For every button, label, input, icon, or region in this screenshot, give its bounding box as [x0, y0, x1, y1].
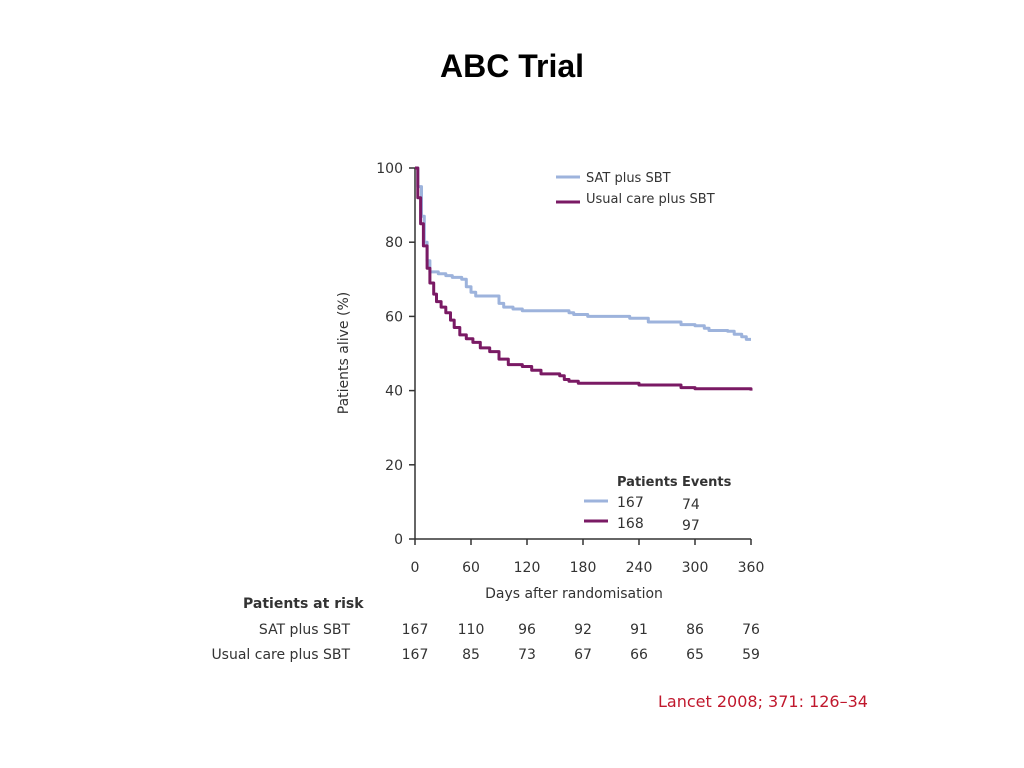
y-tick-label: 60	[385, 309, 403, 325]
y-tick-label: 100	[376, 161, 403, 177]
at-risk-value: 85	[462, 647, 480, 663]
x-tick-label: 0	[411, 560, 420, 576]
events-patients-sat: 167	[617, 495, 644, 511]
x-tick-label: 360	[738, 560, 765, 576]
at-risk-value: 76	[742, 622, 760, 638]
x-tick-label: 60	[462, 560, 480, 576]
events-header-patients: Patients	[617, 475, 678, 490]
x-axis: 0 60 120 180 240 300 360	[411, 538, 765, 576]
at-risk-value: 66	[630, 647, 648, 663]
y-axis-label: Patients alive (%)	[336, 292, 352, 414]
y-ticks: 0 20 40 60 80 100	[376, 161, 415, 548]
events-events-usual: 97	[682, 518, 700, 534]
series-line-sat-plus-sbt	[415, 166, 751, 341]
x-tick-label: 240	[626, 560, 653, 576]
at-risk-value: 96	[518, 622, 536, 638]
events-events-sat: 74	[682, 497, 700, 513]
legend: SAT plus SBT Usual care plus SBT	[556, 171, 715, 207]
at-risk-value: 167	[402, 622, 429, 638]
legend-label-usual: Usual care plus SBT	[586, 192, 715, 207]
at-risk-values: 167 110 96 92 91 86 76 167 85 73 67 66 65 59	[402, 622, 760, 663]
at-risk-value: 92	[574, 622, 592, 638]
x-axis-label: Days after randomisation	[485, 586, 663, 602]
x-tick-label: 180	[570, 560, 597, 576]
at-risk-value: 91	[630, 622, 648, 638]
slide-title: ABC Trial	[439, 48, 585, 84]
events-patients-usual: 168	[617, 516, 644, 532]
at-risk-label-usual: Usual care plus SBT	[211, 647, 350, 663]
x-ticks: 0 60 120 180 240 300 360	[411, 539, 765, 576]
at-risk-value: 67	[574, 647, 592, 663]
y-axis: 0 20 40 60 80 100	[376, 161, 416, 548]
y-tick-label: 0	[394, 532, 403, 548]
at-risk-label-sat: SAT plus SBT	[259, 622, 351, 638]
series-line-usual-care-plus-sbt	[415, 166, 753, 391]
y-tick-label: 80	[385, 235, 403, 251]
at-risk-title: Patients at risk	[243, 596, 364, 612]
at-risk-value: 86	[686, 622, 704, 638]
y-tick-label: 40	[385, 384, 403, 400]
at-risk-table: Patients at risk SAT plus SBT Usual care…	[211, 596, 760, 663]
at-risk-value: 65	[686, 647, 704, 663]
legend-label-sat: SAT plus SBT	[586, 171, 671, 186]
events-table: Patients Events 167 74 168 97	[584, 475, 732, 534]
events-header-events: Events	[682, 475, 732, 490]
series-lines	[415, 166, 753, 391]
x-tick-label: 300	[682, 560, 709, 576]
x-tick-label: 120	[514, 560, 541, 576]
at-risk-value: 167	[402, 647, 429, 663]
citation: Lancet 2008; 371: 126–34	[658, 692, 868, 711]
at-risk-value: 110	[458, 622, 485, 638]
at-risk-value: 59	[742, 647, 760, 663]
at-risk-value: 73	[518, 647, 536, 663]
y-tick-label: 20	[385, 458, 403, 474]
